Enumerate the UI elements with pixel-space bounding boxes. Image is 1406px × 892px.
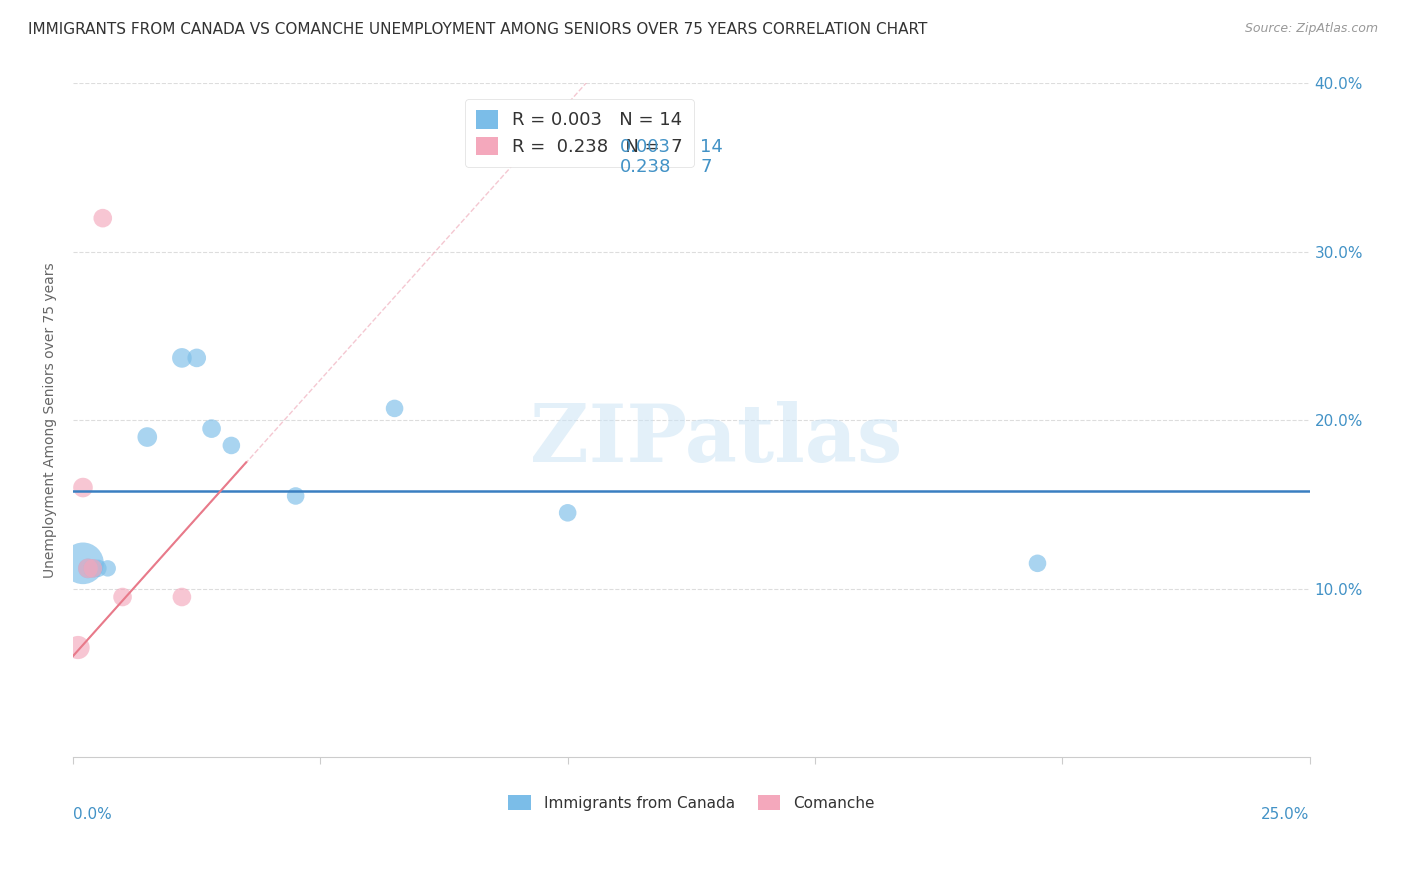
Text: Source: ZipAtlas.com: Source: ZipAtlas.com <box>1244 22 1378 36</box>
Point <box>170 590 193 604</box>
Y-axis label: Unemployment Among Seniors over 75 years: Unemployment Among Seniors over 75 years <box>44 262 58 578</box>
Point <box>72 481 94 495</box>
Point <box>186 351 208 365</box>
Point <box>170 351 193 365</box>
Point <box>82 561 104 575</box>
Point <box>1026 557 1049 571</box>
Text: 0.0%: 0.0% <box>73 807 112 822</box>
Point <box>82 561 104 575</box>
Text: 14: 14 <box>700 137 723 155</box>
Point <box>67 640 90 655</box>
Point <box>221 438 243 452</box>
Point <box>72 557 94 571</box>
Text: ZIPatlas: ZIPatlas <box>530 401 903 479</box>
Text: 7: 7 <box>700 158 711 176</box>
Point <box>136 430 159 444</box>
Point <box>200 422 222 436</box>
Text: 25.0%: 25.0% <box>1261 807 1309 822</box>
Point <box>284 489 307 503</box>
Text: IMMIGRANTS FROM CANADA VS COMANCHE UNEMPLOYMENT AMONG SENIORS OVER 75 YEARS CORR: IMMIGRANTS FROM CANADA VS COMANCHE UNEMP… <box>28 22 928 37</box>
Point <box>91 211 114 226</box>
Point <box>97 561 120 575</box>
Point <box>384 401 406 416</box>
Point <box>77 561 100 575</box>
Point <box>77 561 100 575</box>
Point <box>557 506 579 520</box>
Point <box>87 561 110 575</box>
Point <box>111 590 134 604</box>
Legend: Immigrants from Canada, Comanche: Immigrants from Canada, Comanche <box>502 789 880 817</box>
Text: 0.238: 0.238 <box>620 158 671 176</box>
Text: 0.003: 0.003 <box>620 137 671 155</box>
